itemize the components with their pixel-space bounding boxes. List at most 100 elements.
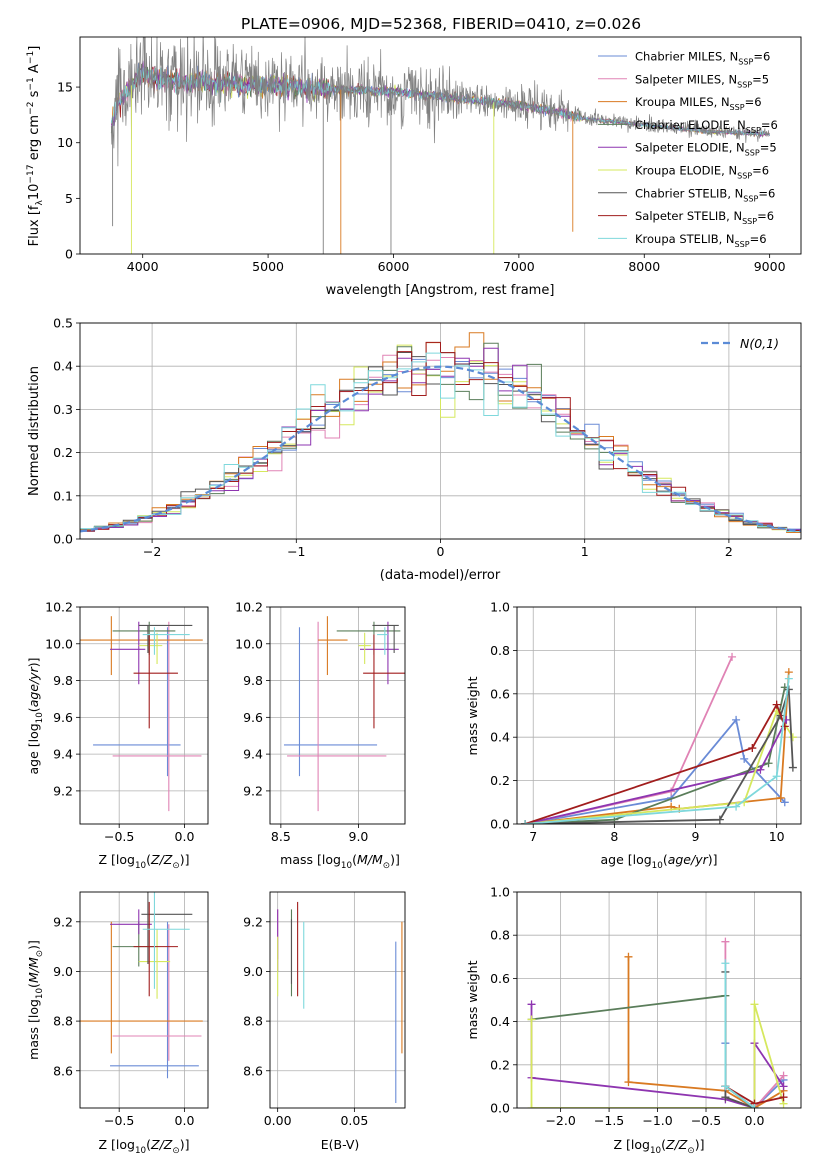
weight-marker: [776, 793, 785, 802]
label-part: mass [log: [26, 999, 41, 1060]
y-tick-label: 0.3: [53, 402, 73, 417]
errorbar-point: [377, 627, 388, 655]
axes-frame: 8.5 9.0 9.2 9.4 9.6 9.8 10.0 10.2 mass [log10(M/…: [235, 600, 406, 871]
label-part: ⊙: [172, 861, 179, 871]
errorbar-point: [138, 632, 163, 665]
label-part: (: [146, 1137, 151, 1152]
grid: [517, 606, 801, 825]
y-tick-label: 1.0: [490, 600, 510, 615]
plot-weight-vs-z: −2.0 −1.5 −1.0 −0.5 0.0 0.0 0.2 0.4 0.6 0.8 1.0 Z […: [465, 885, 802, 1156]
y-tick-label: 8.8: [53, 1014, 73, 1029]
label-part: =6: [761, 118, 778, 132]
grid: [80, 606, 208, 824]
legend-label: Kroupa MILES, NSSP=6: [635, 95, 762, 112]
y-axis-label: Flux [fλ10−17 erg cm−2 s−1 A−1]: [26, 46, 45, 247]
x-tick-label: −1.0: [642, 1113, 672, 1128]
label-part: )]: [26, 657, 41, 667]
weight-marker: [788, 763, 797, 772]
label-part: Kroupa ELODIE, N: [635, 164, 737, 178]
errorbar-point: [80, 616, 203, 676]
label-part: Flux [f: [27, 205, 42, 246]
plot-residuals: −2 −1 0 1 2 0.0 0.1 0.2 0.3 0.4 0.5 N(0,1) (data-mod…: [27, 316, 802, 583]
label-part: SSP: [737, 80, 752, 89]
label-part: ⊙: [172, 1146, 179, 1156]
weight-line: [724, 971, 755, 1108]
label-part: age/yr: [26, 666, 41, 707]
x-tick-label: −1: [287, 544, 305, 559]
axes-box: [79, 606, 209, 825]
label-part: =5: [760, 141, 777, 155]
x-tick-label: 0.0: [175, 1113, 195, 1128]
plot-content: [80, 892, 203, 1079]
data-spectrum: [110, 37, 770, 167]
y-tick-label: 5: [65, 191, 73, 206]
plot-mass-vs-z: −0.5 0.08.68.89.09.2Z [log10(Z/Z⊙)]mass […: [26, 891, 209, 1156]
x-axis-label: (data-model)/error: [380, 568, 501, 583]
plot-content: [110, 37, 771, 254]
plot-age-vs-z: −0.5 0.09.29.49.69.810.010.2Z [log10(Z/Z⊙…: [26, 600, 209, 871]
y-tick-label: 10: [57, 135, 73, 150]
label-part: Z/Z: [150, 1137, 173, 1152]
label-part: 10: [341, 861, 352, 871]
label-part: ]: [27, 46, 42, 51]
x-axis-label: Z [log10(Z/Z⊙)]: [99, 852, 190, 871]
y-tick-label: 9.0: [243, 964, 263, 979]
label-part: (: [663, 852, 668, 867]
y-tick-label: 0.4: [490, 1014, 510, 1029]
legend-label: Chabrier STELIB, NSSP=6: [635, 186, 775, 203]
weight-marker: [624, 952, 633, 961]
label-part: ⊙: [35, 950, 45, 957]
label-part: Z/Z: [665, 1137, 688, 1152]
weight-marker: [527, 1000, 536, 1009]
errorbar-point: [283, 627, 378, 777]
y-tick-label: 9.2: [53, 783, 73, 798]
weight-line: [524, 656, 733, 824]
weight-marker: [750, 1104, 759, 1108]
y-tick-label: 9.6: [243, 710, 263, 725]
y-tick-label: 0.6: [490, 686, 510, 701]
axes-box: [79, 891, 209, 1109]
label-part: (: [26, 983, 41, 988]
label-part: Z [log: [99, 852, 135, 867]
x-axis-label: wavelength [Angstrom, rest frame]: [326, 283, 555, 298]
label-part: Chabrier ELODIE, N: [635, 118, 746, 132]
weight-marker: [764, 759, 773, 768]
label-part: M/M: [26, 957, 41, 983]
y-tick-label: 9.2: [243, 914, 263, 929]
plot-content: [283, 616, 405, 812]
label-part: 10: [27, 184, 42, 201]
label-part: mass [log: [280, 852, 341, 867]
label-part: SSP: [746, 126, 761, 135]
x-axis-label: E(B-V): [321, 1137, 360, 1152]
label-part: 10: [135, 861, 146, 871]
label-part: =6: [752, 164, 769, 178]
label-part: =6: [757, 209, 774, 223]
weight-marker: [721, 937, 730, 946]
normal-curve: [80, 365, 801, 533]
y-axis-label: mass weight: [465, 960, 480, 1039]
weight-line: [724, 963, 756, 1108]
legend-label: Chabrier ELODIE, NSSP=6: [635, 118, 778, 135]
x-axis-label: mass [log10(M/M⊙)]: [280, 852, 400, 871]
axes-box: [516, 891, 802, 1109]
label-part: Kroupa MILES, N: [635, 95, 730, 109]
legend-label: Kroupa STELIB, NSSP=6: [635, 232, 767, 249]
label-part: −1: [26, 51, 36, 64]
weight-line: [530, 1004, 785, 1108]
errorbar-point: [110, 921, 199, 1079]
label-part: M/M: [357, 852, 383, 867]
weight-marker: [624, 1078, 633, 1087]
weight-marker: [756, 765, 765, 774]
x-tick-label: 0.0: [745, 1113, 765, 1128]
plot-content: [527, 937, 788, 1108]
label-part: =6: [745, 95, 762, 109]
x-tick-label: 2: [725, 544, 733, 559]
x-tick-label: 9000: [754, 259, 786, 274]
x-tick-label: 9: [692, 829, 700, 844]
plot-content: [80, 332, 801, 533]
label-part: 10: [135, 1146, 146, 1156]
x-tick-label: −0.5: [104, 829, 134, 844]
y-tick-label: 1.0: [490, 885, 510, 900]
label-part: =6: [758, 186, 775, 200]
